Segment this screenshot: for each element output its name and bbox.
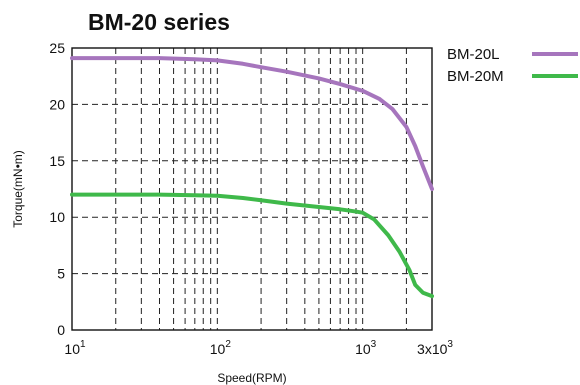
x-tick-label: 101 <box>64 339 86 357</box>
x-tick-label: 103 <box>355 339 377 357</box>
series-line-bm-20l <box>70 56 434 191</box>
y-tick-labels: 0 5 10 15 20 25 <box>49 40 65 338</box>
y-tick-label: 20 <box>49 96 65 112</box>
y-tick-label: 15 <box>49 153 65 169</box>
y-tick-label: 10 <box>49 209 65 225</box>
x-tick-label: 3x103 <box>417 339 453 357</box>
y-tick-label: 0 <box>57 322 65 338</box>
plot-frame <box>71 47 433 331</box>
x-tick-labels: 101 102 103 3x103 <box>64 339 453 357</box>
x-axis-label: Speed(RPM) <box>217 371 286 385</box>
series-line-bm-20m <box>70 192 434 299</box>
x-tick-label: 102 <box>210 339 232 357</box>
chart-title: BM-20 series <box>88 9 230 35</box>
legend-label: BM-20M <box>447 68 504 85</box>
series-lines <box>70 56 434 299</box>
legend-label: BM-20L <box>447 46 500 63</box>
y-axis-label: Torque(mN•m) <box>11 150 25 228</box>
y-tick-label: 5 <box>57 266 65 282</box>
grid <box>72 48 432 330</box>
legend: BM-20L BM-20M <box>447 46 578 85</box>
y-tick-label: 25 <box>49 40 65 56</box>
